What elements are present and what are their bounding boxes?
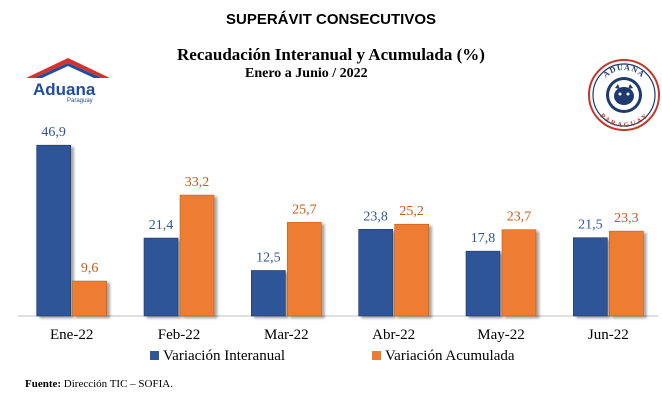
aduana-seal-icon: ADUANA PARAGUAY <box>588 59 660 131</box>
bar-acumulada-may-22 <box>501 229 537 317</box>
data-label-interanual-may-22: 17,8 <box>471 231 496 246</box>
x-tick-label: May-22 <box>477 327 525 343</box>
bar-acumulada-mar-22 <box>287 222 322 317</box>
legend-label-interanual: Variación Interanual <box>163 348 285 364</box>
bar-acumulada-jun-22 <box>609 230 644 317</box>
bar-acumulada-ene-22 <box>72 280 107 317</box>
data-label-acumulada-mar-22: 25,7 <box>292 202 317 217</box>
data-label-acumulada-jun-22: 23,3 <box>614 211 639 226</box>
data-label-interanual-abr-22: 23,8 <box>363 209 388 224</box>
data-label-acumulada-ene-22: 9,6 <box>81 261 99 276</box>
legend-swatch-acumulada <box>372 351 381 360</box>
aduana-roof-logo <box>26 58 110 78</box>
legend-label-acumulada: Variación Acumulada <box>385 348 515 364</box>
data-label-acumulada-may-22: 23,7 <box>507 210 532 225</box>
source-text: Dirección TIC – SOFIA. <box>61 378 173 390</box>
bar-acumulada-abr-22 <box>394 223 429 317</box>
superavit-title: SUPERÁVIT CONSECUTIVOS <box>225 11 437 28</box>
bar-acumulada-feb-22 <box>179 194 215 317</box>
bar-interanual-abr-22 <box>358 229 393 317</box>
logo-sub: Paraguay <box>67 98 93 104</box>
x-tick-label: Jun-22 <box>588 327 629 343</box>
bar-interanual-mar-22 <box>251 270 286 317</box>
chart-title: Recaudación Interanual y Acumulada (%) <box>177 45 485 64</box>
x-tick-label: Feb-22 <box>158 327 201 343</box>
data-label-interanual-jun-22: 21,5 <box>578 218 603 233</box>
x-tick-label: Ene-22 <box>50 327 93 343</box>
data-label-interanual-feb-22: 21,4 <box>149 218 174 233</box>
logo-name: Aduana <box>33 80 96 99</box>
data-label-interanual-ene-22: 46,9 <box>41 125 66 140</box>
source-label: Fuente: <box>25 378 62 390</box>
bar-interanual-ene-22 <box>36 144 71 317</box>
x-tick-label: Abr-22 <box>372 327 415 343</box>
bar-interanual-feb-22 <box>143 237 179 317</box>
x-tick-label: Mar-22 <box>264 327 309 343</box>
data-label-acumulada-feb-22: 33,2 <box>185 175 210 190</box>
legend-swatch-interanual <box>150 351 159 360</box>
data-label-interanual-mar-22: 12,5 <box>256 250 281 265</box>
bar-interanual-may-22 <box>465 250 501 317</box>
bar-interanual-jun-22 <box>573 237 608 317</box>
source-note: Fuente: Dirección TIC – SOFIA. <box>25 378 173 390</box>
chart-subtitle: Enero a Junio / 2022 <box>245 66 368 81</box>
data-label-acumulada-abr-22: 25,2 <box>399 204 424 219</box>
